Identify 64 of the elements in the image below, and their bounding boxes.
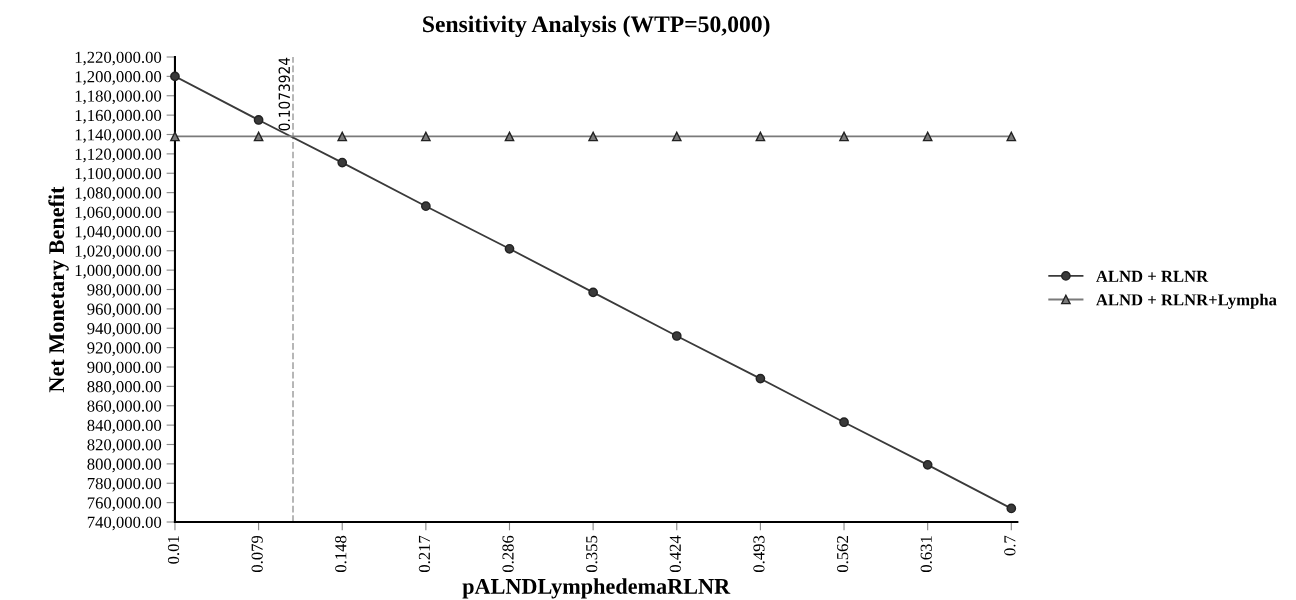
x-tick-label: 0.01 <box>167 536 180 564</box>
y-tick-label: 740,000.00 <box>87 516 162 531</box>
x-tick-label: 0.562 <box>836 536 849 573</box>
x-tick-label: 0.286 <box>502 535 514 573</box>
point <box>1006 503 1017 514</box>
x-tick-label: 0.7 <box>1004 535 1016 556</box>
y-axis-title: Net Monetary Benefit <box>48 186 69 393</box>
legend-label: ALND + RLNR+Lympha <box>1096 293 1277 309</box>
point <box>337 157 348 168</box>
point <box>253 115 264 125</box>
point <box>839 131 849 142</box>
y-tick-label: 1,120,000.00 <box>75 148 162 163</box>
point <box>1006 131 1017 142</box>
point <box>839 417 849 428</box>
y-tick-label: 920,000.00 <box>87 342 162 356</box>
y-tick-label: 1,020,000.00 <box>75 245 162 260</box>
y-tick-label: 1,160,000.00 <box>75 109 162 124</box>
y-tick-label: 1,140,000.00 <box>75 129 162 143</box>
ref-line-label: 0.1073924 <box>278 57 291 131</box>
x-tick-label: 0.631 <box>920 536 932 573</box>
point <box>588 287 598 298</box>
x-tick-label: 0.493 <box>753 535 765 573</box>
point <box>253 131 264 142</box>
point <box>671 131 682 142</box>
point <box>504 243 515 254</box>
y-tick-label: 860,000.00 <box>87 400 162 415</box>
x-axis-title: pALNDLymphedemaRLNR <box>462 578 731 599</box>
y-tick-label: 780,000.00 <box>87 477 162 492</box>
y-tick-label: 840,000.00 <box>87 419 162 434</box>
point <box>671 331 682 341</box>
y-tick-label: 820,000.00 <box>87 439 162 453</box>
point <box>337 131 348 142</box>
y-tick-label: 980,000.00 <box>87 284 162 298</box>
y-tick-label: 960,000.00 <box>87 303 162 318</box>
legend-label: ALND + RLNR <box>1096 270 1209 282</box>
x-tick-label: 0.079 <box>251 535 263 573</box>
x-tick-label: 0.355 <box>586 535 598 573</box>
y-tick-label: 1,080,000.00 <box>75 187 162 201</box>
point <box>421 131 431 142</box>
y-tick-label: 900,000.00 <box>87 361 162 376</box>
point <box>504 131 515 142</box>
point <box>421 201 431 212</box>
y-tick-label: 1,000,000.00 <box>75 264 162 279</box>
chart-title: Sensitivity Analysis (WTP=50,000) <box>423 15 770 38</box>
point <box>755 131 766 142</box>
y-tick-label: 1,200,000.00 <box>75 71 162 85</box>
y-tick-label: 880,000.00 <box>87 381 162 395</box>
y-tick-label: 1,060,000.00 <box>75 206 162 221</box>
y-tick-label: 760,000.00 <box>87 497 162 511</box>
y-tick-label: 1,220,000.00 <box>75 51 162 66</box>
point <box>922 131 933 142</box>
y-tick-label: 1,040,000.00 <box>75 226 162 240</box>
point <box>588 131 598 142</box>
point <box>170 71 180 82</box>
y-tick-label: 800,000.00 <box>87 458 162 473</box>
point <box>922 459 933 470</box>
point <box>170 131 180 142</box>
y-tick-label: 1,100,000.00 <box>75 167 162 182</box>
x-tick-label: 0.148 <box>335 535 347 573</box>
point <box>755 373 766 384</box>
x-tick-label: 0.424 <box>669 535 682 573</box>
x-tick-label: 0.217 <box>418 535 431 573</box>
y-tick-label: 940,000.00 <box>87 322 162 337</box>
y-tick-label: 1,180,000.00 <box>75 90 162 105</box>
